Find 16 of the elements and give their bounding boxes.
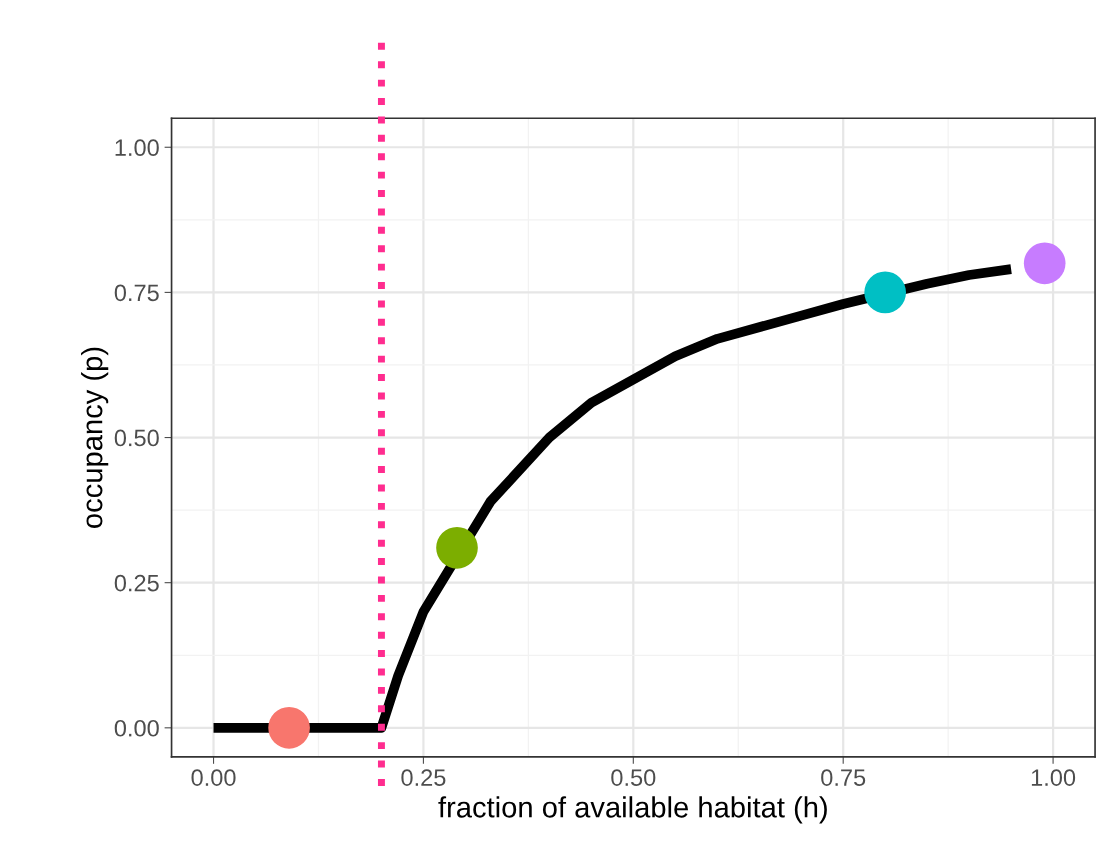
x-tick-label: 0.75	[821, 769, 866, 786]
x-tick-label: 0.00	[191, 769, 236, 786]
y-axis-title: occupancy (p)	[81, 347, 109, 528]
x-axis-title: fraction of available habitat (h)	[438, 796, 827, 824]
y-tick-label: 1.00	[115, 139, 159, 157]
point	[1023, 242, 1066, 285]
x-tick-label: 1.00	[1031, 769, 1076, 786]
point	[436, 527, 478, 569]
y-tick-label: 0.00	[114, 719, 159, 737]
y-tick-label: 0.25	[114, 574, 159, 592]
y-tick-label: 0.50	[114, 429, 159, 447]
x-tick-label: 0.50	[611, 769, 656, 786]
x-tick-label: 0.25	[401, 769, 446, 786]
y-tick-label: 0.75	[114, 284, 159, 302]
point	[864, 271, 907, 314]
point	[268, 706, 310, 749]
